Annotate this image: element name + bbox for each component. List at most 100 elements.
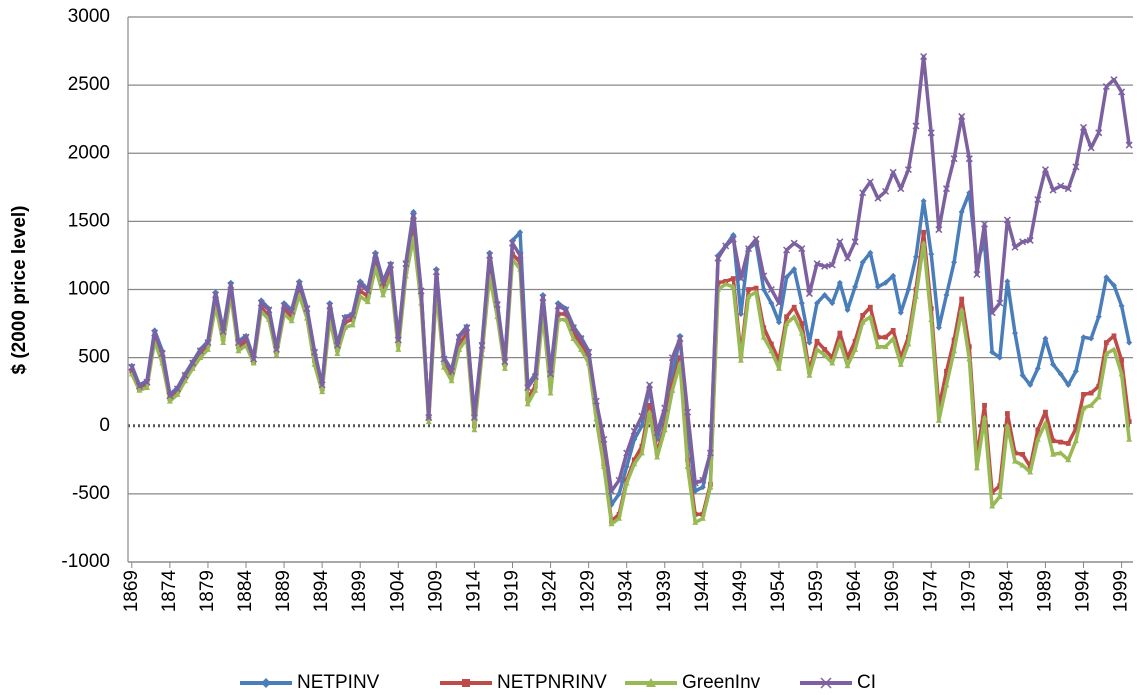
marker <box>547 390 554 396</box>
marker <box>1103 274 1110 281</box>
x-tick-label: 1999 <box>1111 570 1132 612</box>
x-tick-label: 1909 <box>425 570 446 612</box>
marker <box>851 238 859 246</box>
x-tick-label: 1969 <box>882 570 903 612</box>
marker <box>326 302 334 310</box>
marker <box>1019 238 1027 246</box>
marker <box>1065 441 1071 446</box>
marker <box>569 324 577 332</box>
marker <box>989 349 996 356</box>
marker <box>890 272 897 279</box>
x-tick-label: 1884 <box>235 570 256 613</box>
marker <box>578 346 585 352</box>
marker <box>730 283 737 290</box>
x-tick-label: 1919 <box>502 570 523 612</box>
marker <box>958 208 965 215</box>
marker <box>943 291 950 298</box>
marker <box>593 415 600 422</box>
marker <box>722 242 730 250</box>
marker <box>646 381 654 389</box>
marker <box>1011 243 1019 251</box>
marker <box>814 346 821 352</box>
marker <box>395 346 402 352</box>
marker <box>768 347 775 354</box>
marker <box>1095 129 1103 137</box>
marker <box>319 388 326 395</box>
marker <box>1080 334 1087 341</box>
marker <box>843 254 852 262</box>
marker <box>783 246 791 254</box>
marker <box>928 316 935 322</box>
marker <box>638 450 645 456</box>
marker <box>784 314 789 320</box>
marker <box>288 307 296 315</box>
legend-label: CI <box>857 672 876 693</box>
marker <box>166 398 173 404</box>
marker <box>539 294 547 302</box>
marker <box>806 339 813 346</box>
marker <box>820 677 832 689</box>
marker <box>760 272 768 280</box>
marker <box>173 385 182 393</box>
marker <box>814 338 820 344</box>
marker <box>966 344 972 350</box>
marker <box>654 454 661 460</box>
marker <box>829 300 836 307</box>
marker <box>867 313 874 320</box>
x-tick-label: 1944 <box>692 570 713 613</box>
marker <box>273 351 280 358</box>
marker <box>905 341 912 347</box>
marker <box>189 359 197 367</box>
marker <box>394 336 402 344</box>
x-tick-label: 1874 <box>159 570 180 613</box>
marker <box>805 290 813 298</box>
marker <box>1102 82 1110 91</box>
marker <box>791 304 797 310</box>
marker <box>1019 372 1026 379</box>
marker <box>813 260 821 268</box>
marker <box>966 355 973 362</box>
marker <box>821 291 828 298</box>
marker <box>1019 462 1026 468</box>
marker <box>333 341 341 349</box>
y-tick-label: 500 <box>78 347 110 368</box>
series-line <box>130 235 1131 526</box>
marker <box>1126 436 1133 442</box>
marker <box>261 678 271 688</box>
marker <box>585 348 593 356</box>
x-tick-label: 1934 <box>616 570 637 613</box>
marker <box>852 346 859 352</box>
marker <box>935 226 943 234</box>
marker <box>1057 370 1064 377</box>
series-line <box>130 54 1131 493</box>
marker <box>646 678 656 687</box>
marker <box>1080 405 1087 411</box>
marker <box>410 208 417 215</box>
marker <box>996 354 1003 361</box>
marker <box>219 328 227 336</box>
marker <box>867 249 874 256</box>
marker <box>1110 76 1118 84</box>
marker <box>463 324 471 332</box>
marker <box>1118 88 1126 96</box>
marker <box>768 300 775 307</box>
marker <box>798 245 806 253</box>
marker <box>744 245 753 253</box>
marker <box>737 275 745 283</box>
marker <box>524 384 532 392</box>
marker <box>1110 282 1117 289</box>
x-tick-label: 1914 <box>463 570 484 613</box>
marker <box>1126 339 1133 346</box>
marker <box>220 339 227 346</box>
marker <box>691 479 699 487</box>
marker <box>852 283 859 290</box>
marker <box>775 365 782 371</box>
marker <box>1088 402 1095 408</box>
marker <box>562 316 569 322</box>
marker <box>471 426 478 433</box>
marker <box>669 387 676 393</box>
marker <box>920 197 927 204</box>
marker <box>677 355 683 361</box>
marker <box>844 362 851 369</box>
marker <box>1103 340 1109 346</box>
